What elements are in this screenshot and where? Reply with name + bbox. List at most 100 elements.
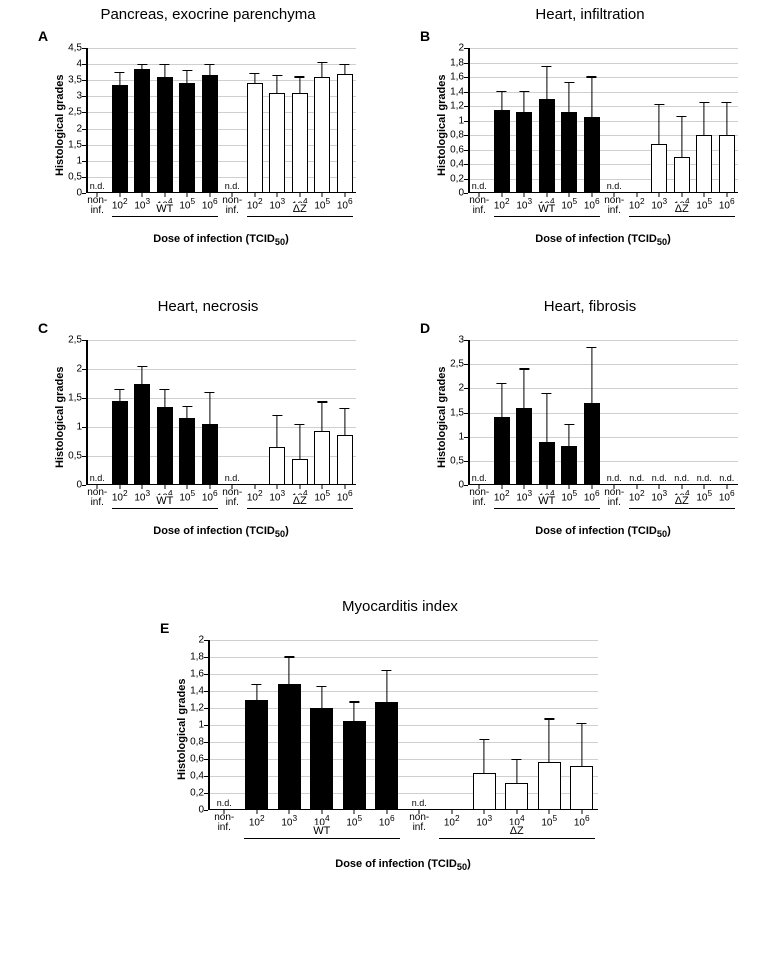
bar-fill bbox=[202, 75, 218, 193]
plot-area: 00,20,40,60,811,21,41,61,82non-inf.n.d.1… bbox=[468, 48, 738, 193]
bar bbox=[343, 721, 366, 810]
xtick-label: non-inf. bbox=[222, 196, 242, 216]
error-bar bbox=[569, 83, 570, 112]
xtick-label: non-inf. bbox=[87, 488, 107, 508]
nd-label: n.d. bbox=[607, 181, 622, 191]
error-cap bbox=[317, 401, 327, 402]
xtick-label: 105 bbox=[561, 488, 577, 503]
bar-fill bbox=[570, 766, 593, 810]
xtick-label: 106 bbox=[584, 196, 600, 211]
bar-fill bbox=[157, 407, 173, 485]
xtick-label: 106 bbox=[202, 196, 218, 211]
ytick-label: 0,6 bbox=[450, 144, 464, 155]
y-axis-title: Histological grades bbox=[54, 74, 66, 175]
gridline bbox=[468, 413, 738, 414]
bar-fill bbox=[134, 384, 150, 486]
error-cap bbox=[587, 76, 597, 77]
plot-area: 00,511,522,533,544,5non-inf.n.d.10210310… bbox=[86, 48, 356, 193]
bar-fill bbox=[539, 442, 555, 486]
error-cap bbox=[542, 393, 552, 394]
group-line-wt bbox=[112, 216, 219, 217]
group-line-dz bbox=[629, 508, 736, 509]
ytick-label: 0 bbox=[76, 188, 82, 199]
panel-letter: A bbox=[38, 28, 48, 44]
error-bar bbox=[681, 117, 682, 157]
ytick-label: 0 bbox=[458, 480, 464, 491]
error-cap bbox=[252, 684, 262, 685]
bar-fill bbox=[157, 77, 173, 193]
bar-fill bbox=[179, 83, 195, 193]
gridline bbox=[468, 340, 738, 341]
bar bbox=[157, 407, 173, 485]
gridline bbox=[468, 48, 738, 49]
error-bar bbox=[299, 424, 300, 459]
ytick-label: 2,5 bbox=[68, 107, 82, 118]
ytick-label: 1 bbox=[458, 431, 464, 442]
xtick-label: 105 bbox=[561, 196, 577, 211]
bar-fill bbox=[269, 93, 285, 193]
xtick-label: 106 bbox=[379, 813, 395, 828]
bar-fill bbox=[584, 403, 600, 485]
error-cap bbox=[182, 70, 192, 71]
group-line-dz bbox=[247, 508, 354, 509]
xtick-label: 106 bbox=[719, 196, 735, 211]
bar bbox=[570, 766, 593, 810]
bar-fill bbox=[584, 117, 600, 193]
ytick-label: 1,6 bbox=[450, 72, 464, 83]
error-bar bbox=[354, 702, 355, 721]
gridline bbox=[86, 369, 356, 370]
nd-label: n.d. bbox=[472, 473, 487, 483]
error-bar bbox=[164, 64, 165, 77]
ytick-mark bbox=[464, 193, 468, 194]
ytick-label: 4,5 bbox=[68, 43, 82, 54]
bar-fill bbox=[696, 135, 712, 193]
ytick-label: 1,5 bbox=[68, 393, 82, 404]
group-label-wt: WT bbox=[309, 825, 334, 837]
bar-fill bbox=[278, 684, 301, 810]
bar bbox=[696, 135, 712, 193]
xtick-label: 102 bbox=[249, 813, 265, 828]
xtick-label: 103 bbox=[651, 488, 667, 503]
error-bar bbox=[187, 71, 188, 84]
bar-fill bbox=[516, 408, 532, 485]
ytick-label: 3,5 bbox=[68, 75, 82, 86]
bar-fill bbox=[719, 135, 735, 193]
bar bbox=[247, 83, 263, 193]
error-bar bbox=[501, 92, 502, 110]
bar bbox=[269, 447, 285, 485]
nd-label: n.d. bbox=[629, 473, 644, 483]
error-bar bbox=[254, 74, 255, 84]
bar bbox=[202, 75, 218, 193]
panel-letter: B bbox=[420, 28, 430, 44]
group-label-wt: WT bbox=[152, 495, 177, 507]
xtick-label: 103 bbox=[516, 196, 532, 211]
bar-fill bbox=[505, 783, 528, 810]
ytick-label: 1,5 bbox=[68, 139, 82, 150]
ytick-label: 0 bbox=[198, 805, 204, 816]
bar bbox=[375, 702, 398, 810]
nd-label: n.d. bbox=[719, 473, 734, 483]
ytick-label: 0,2 bbox=[190, 788, 204, 799]
xtick-label: 105 bbox=[179, 488, 195, 503]
error-bar bbox=[277, 75, 278, 93]
ytick-label: 1,2 bbox=[450, 101, 464, 112]
error-cap bbox=[497, 383, 507, 384]
bar bbox=[539, 99, 555, 193]
error-cap bbox=[250, 73, 260, 74]
bar bbox=[245, 700, 268, 811]
bar bbox=[505, 783, 528, 810]
error-cap bbox=[182, 406, 192, 407]
bar-fill bbox=[494, 110, 510, 193]
error-bar bbox=[187, 407, 188, 419]
error-cap bbox=[699, 102, 709, 103]
bar-fill bbox=[337, 74, 353, 193]
nd-label: n.d. bbox=[225, 473, 240, 483]
ytick-label: 0 bbox=[76, 480, 82, 491]
gridline bbox=[208, 640, 598, 641]
error-bar bbox=[277, 415, 278, 447]
error-bar bbox=[321, 687, 322, 708]
group-line-wt bbox=[494, 508, 601, 509]
bar-fill bbox=[112, 85, 128, 193]
ytick-label: 0,2 bbox=[450, 173, 464, 184]
ytick-label: 1 bbox=[458, 115, 464, 126]
